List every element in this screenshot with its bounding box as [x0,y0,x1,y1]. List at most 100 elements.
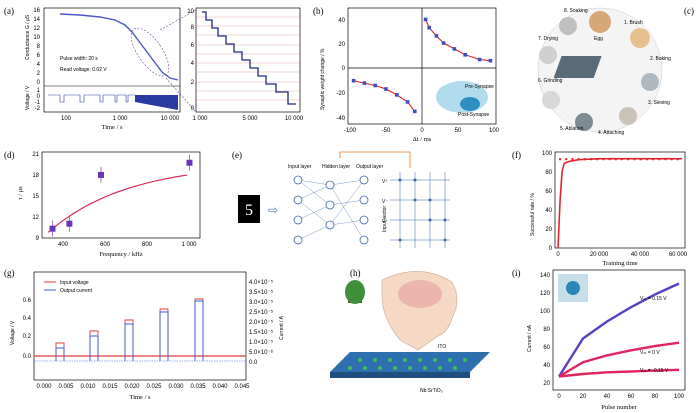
panel-f-ytick: 80 [545,170,552,176]
panel-g-legend: Input voltage Output current [44,280,93,294]
panel-f-xtick: 40 000 [631,252,650,258]
panel-a-zoom-ellipse [130,27,170,77]
panel-i-series-line [558,368,680,378]
panel-c-step: 3. Sieving [648,100,670,106]
panel-a-inset-xtick: 1 000 [192,116,208,122]
panel-a-inset-yticks: 10 8 6 4 2 0 [187,9,194,112]
panel-f-data-point [614,158,618,161]
panel-g-label: (g) [4,268,15,278]
panel-g-ylabel: Voltage / V [10,320,16,345]
panel-c-step-photo [641,73,659,91]
panel-f-yticks: 100 80 60 40 20 0 [542,151,553,252]
panel-d-label: (d) [4,150,15,160]
panel-f-xticks: 0 20 000 40 000 60 000 [556,252,688,258]
panel-b-xtick: -50 [382,128,391,134]
panel-a-dense-pulses [135,95,178,110]
panel-c-device-photo [553,56,602,78]
panel-b-ytick: 20 [338,42,345,48]
panel-e-input-layer: Input layer [288,164,312,170]
panel-e-digit: 5 [245,202,253,219]
panel-f-data-point [558,158,562,161]
panel-c-label: (c) [684,6,694,16]
panel-e-output-layer: Output layer [356,164,384,170]
panel-a-voltage-pulses [48,94,135,103]
panel-d-ytick: 18 [32,173,39,179]
panel-e-crossbar-cells [398,178,447,242]
panel-g-y2tick: 3.0×10⁻⁵ [249,299,274,306]
panel-b-yticks: 40 20 0 -20 -40 [336,18,345,122]
panel-e-v-label: V⁺ [382,219,388,225]
panel-a-xtick: 100 [61,116,72,122]
panel-i-ylabel: Current / nA [527,324,533,352]
panel-e-label: (e) [232,150,242,160]
panel-a-ytick: 16 [33,8,40,14]
panel-a-conductance-trace [59,13,179,81]
panel-f-data-point [639,158,642,161]
panel-f-marks [557,157,682,249]
panel-b-data-point [434,34,439,38]
panel-g-xtick: 0.010 [80,384,96,390]
panel-d-ytick: 15 [32,194,39,200]
panel-i-xtick: 100 [674,394,685,400]
panel-d-xtick: 400 [58,242,69,248]
panel-f-data-point [571,158,574,161]
panel-b-data-point [351,78,356,83]
panel-e-nodes [293,175,369,245]
panel-b-post-label: Post-Synapse [458,112,489,118]
panel-g-ytick: 0.2 [23,334,32,340]
panel-g-y2tick: 0.0 [249,360,258,366]
panel-b-xtick: -100 [344,128,357,134]
panel-g-spikes [55,298,204,361]
panel-f-data-point [676,158,680,161]
panel-a: (a) 16 14 12 10 8 6 4 2 0 1 0 -1 -2 [4,6,304,131]
panel-f-data-point [620,158,624,161]
panel-g-xtick: 0.045 [234,384,250,390]
panel-c-step: 6. Grinding [538,78,563,84]
panel-d-ytick: 21 [32,152,39,158]
panel-h-substrate-label: Nb:SrTiO₃ [420,388,443,394]
panel-f-data-point [633,158,636,161]
panel-b-xtick: 0 [420,128,424,134]
panel-b-fit-line [425,19,491,62]
panel-f: (f) 100 80 60 40 20 0 Successful rate / … [512,150,688,267]
panel-f-ytick: 40 [545,208,552,214]
panel-i: (i) Vₘ = 0.15 V Vₘ = 0 V Vₘ = -0.15 V 14… [512,268,686,411]
panel-f-ytick: 20 [545,227,552,233]
panel-a-ytick: 2 [37,71,41,77]
panel-b-xtick: 50 [455,128,462,134]
panel-b-data-point [373,83,377,88]
panel-d-ytick: 9 [36,236,40,242]
panel-c-step: 8. Soaking [564,8,588,14]
panel-f-data-point [651,158,655,161]
panel-a-note-pulse: Pulse width: 20 s [60,56,98,62]
panel-f-ytick: 60 [545,189,552,195]
panel-d-data-point [97,171,104,178]
panel-a-ytick: 4 [37,62,41,68]
panel-a-note-read: Read voltage: 0.02 V [60,67,107,73]
panel-b-data-point [423,17,428,22]
panel-a-ytick: 8 [37,44,41,50]
panel-a-inset-xtick: 10 000 [285,116,304,122]
panel-f-data-point [583,158,587,161]
panel-c-step: 2. Baking [650,56,671,62]
panel-b-data-point [477,57,482,62]
panel-g-legend-output: Output current [60,288,93,294]
panel-g-xticks: 0.000 0.005 0.010 0.015 0.020 0.025 0.03… [36,384,250,390]
panel-g-xtick: 0.025 [146,384,162,390]
panel-h-label: (h) [350,268,361,278]
panel-b-data-point [395,93,399,97]
panel-a-inset-frame [195,7,301,113]
panel-i-yticks: 140 120 100 80 60 40 20 [540,273,551,387]
panel-f-xlabel: Training time [602,260,637,267]
panel-i-ytick: 140 [540,273,551,279]
panel-a-ytick: 0 [37,80,41,86]
panel-f-data-point [565,158,568,161]
panel-i-xtick: 40 [604,394,611,400]
panel-i-xtick: 80 [652,394,659,400]
panel-c-step-photo [539,46,557,64]
panel-a-ytick-v: -1 [35,100,41,106]
panel-a-xlabel: Time / s [101,124,123,131]
panel-b-xlabel: Δt / ms [413,136,432,143]
panel-a-ybottom-ticks: 1 0 -1 -2 [35,88,41,112]
